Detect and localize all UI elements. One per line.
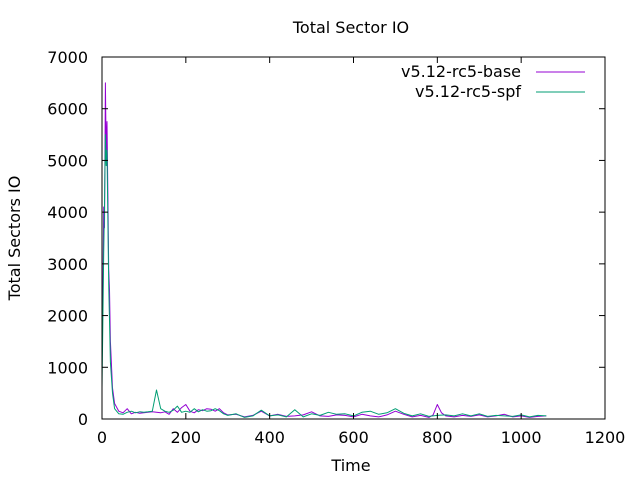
x-tick-label: 400 xyxy=(254,428,285,447)
series-line-1 xyxy=(101,134,547,418)
plot-area xyxy=(101,82,547,418)
x-tick-label: 200 xyxy=(171,428,202,447)
y-tick-label: 4000 xyxy=(47,203,88,222)
y-tick-label: 3000 xyxy=(47,255,88,274)
y-axis-label: Total Sectors IO xyxy=(5,176,24,302)
y-tick-label: 6000 xyxy=(47,100,88,119)
legend-label-1: v5.12-rc5-spf xyxy=(415,82,521,101)
x-tick-label: 1200 xyxy=(585,428,626,447)
x-tick-label: 600 xyxy=(338,428,369,447)
legend-label-0: v5.12-rc5-base xyxy=(401,62,521,81)
axes: 0 200 400 600 800 1000 1200 0 1000 2000 3000 4000 50… xyxy=(47,48,625,447)
x-tick-label: 0 xyxy=(97,428,107,447)
y-tick-label: 1000 xyxy=(47,358,88,377)
plot-frame xyxy=(101,56,606,420)
x-axis-label: Time xyxy=(330,456,370,475)
y-tick-label: 2000 xyxy=(47,307,88,326)
x-tick-label: 1000 xyxy=(501,428,542,447)
y-tick-label: 7000 xyxy=(47,48,88,67)
x-tick-label: 800 xyxy=(422,428,453,447)
y-tick-label: 5000 xyxy=(47,151,88,170)
y-tick-label: 0 xyxy=(78,410,88,429)
series-line-0 xyxy=(101,82,547,418)
chart-title: Total Sector IO xyxy=(292,18,409,37)
